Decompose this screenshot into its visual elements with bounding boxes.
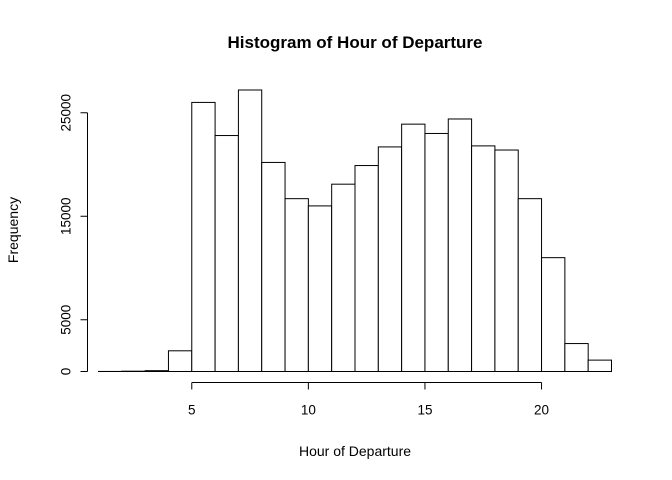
histogram-bar — [284, 198, 309, 372]
histogram-bar — [144, 370, 169, 373]
histogram-bar — [564, 343, 589, 372]
x-tick-label: 10 — [301, 403, 316, 418]
histogram-bar — [237, 89, 263, 372]
x-axis-label: Hour of Departure — [299, 443, 411, 459]
bars-group — [98, 89, 612, 373]
histogram-bar — [354, 165, 379, 372]
histogram-bar — [401, 123, 426, 373]
histogram-bar — [307, 205, 333, 372]
histogram-bar — [167, 350, 193, 372]
histogram-bar — [517, 198, 543, 372]
histogram-bar — [261, 161, 286, 372]
chart-title: Histogram of Hour of Departure — [227, 33, 482, 52]
histogram-bar — [494, 149, 519, 372]
histogram-bar — [377, 146, 403, 372]
histogram-bar — [424, 132, 449, 372]
y-tick-label: 15000 — [59, 197, 74, 235]
histogram-bar — [447, 118, 473, 373]
histogram-bar — [541, 257, 566, 372]
histogram-bar — [191, 101, 216, 372]
x-tick-label: 20 — [534, 403, 549, 418]
histogram-bar — [471, 145, 496, 372]
x-tick-label: 5 — [188, 403, 196, 418]
y-axis-label: Frequency — [5, 197, 21, 263]
y-tick-label: 5000 — [59, 305, 74, 335]
y-axis: 0 5000 15000 25000 — [59, 94, 88, 375]
x-tick-label: 15 — [417, 403, 432, 418]
y-tick-label: 0 — [59, 368, 74, 376]
histogram-bar — [587, 359, 612, 372]
x-axis: 5 10 15 20 — [188, 382, 549, 418]
histogram-bar — [214, 135, 239, 372]
y-tick-label: 25000 — [59, 94, 74, 132]
histogram-bar — [331, 183, 356, 372]
